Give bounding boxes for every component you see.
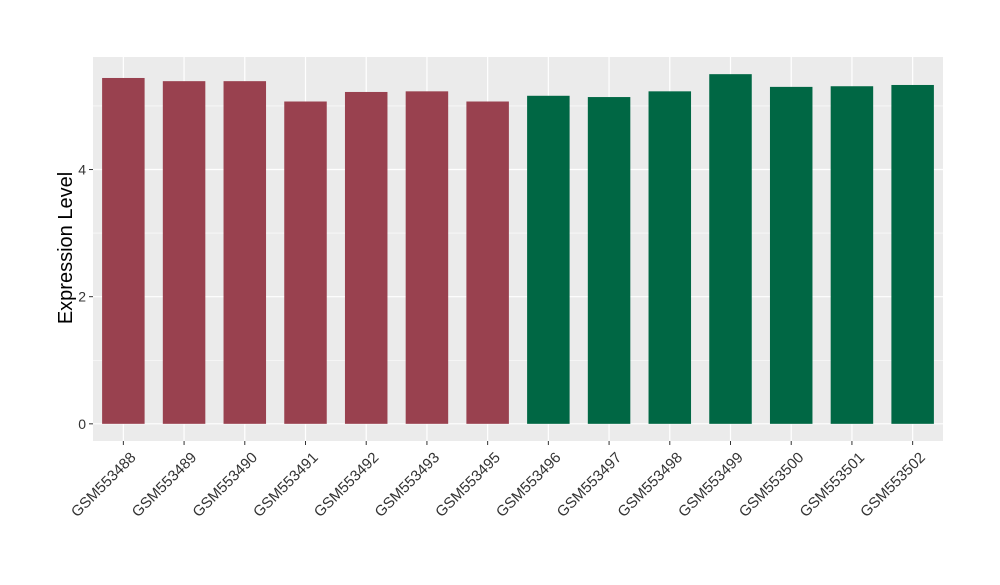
- bar-GSM553490: [223, 81, 267, 424]
- y-tick-label: 2: [78, 289, 86, 305]
- y-axis-label: Expression Level: [55, 172, 77, 324]
- bar-GSM553500: [769, 86, 813, 424]
- bar-GSM553493: [405, 91, 449, 424]
- bars-group: [102, 74, 934, 424]
- y-tick-label: 0: [78, 416, 86, 432]
- y-axis: 0 2 4: [78, 162, 93, 432]
- y-tick-label: 4: [78, 162, 86, 178]
- bar-GSM553497: [587, 97, 631, 424]
- x-axis: GSM553488GSM553489GSM553490GSM553491GSM5…: [68, 441, 929, 521]
- bar-GSM553489: [162, 81, 206, 424]
- bar-GSM553491: [284, 101, 327, 424]
- bar-GSM553488: [102, 77, 145, 424]
- plot-panel: [93, 57, 943, 441]
- bar-GSM553498: [648, 91, 692, 424]
- bar-GSM553495: [466, 101, 509, 424]
- bar-GSM553492: [344, 91, 388, 424]
- bar-GSM553499: [709, 74, 752, 424]
- x-tick-label: GSM553502: [857, 449, 929, 521]
- bar-GSM553496: [527, 95, 570, 424]
- bar-GSM553501: [830, 86, 874, 424]
- bar-GSM553502: [891, 84, 934, 424]
